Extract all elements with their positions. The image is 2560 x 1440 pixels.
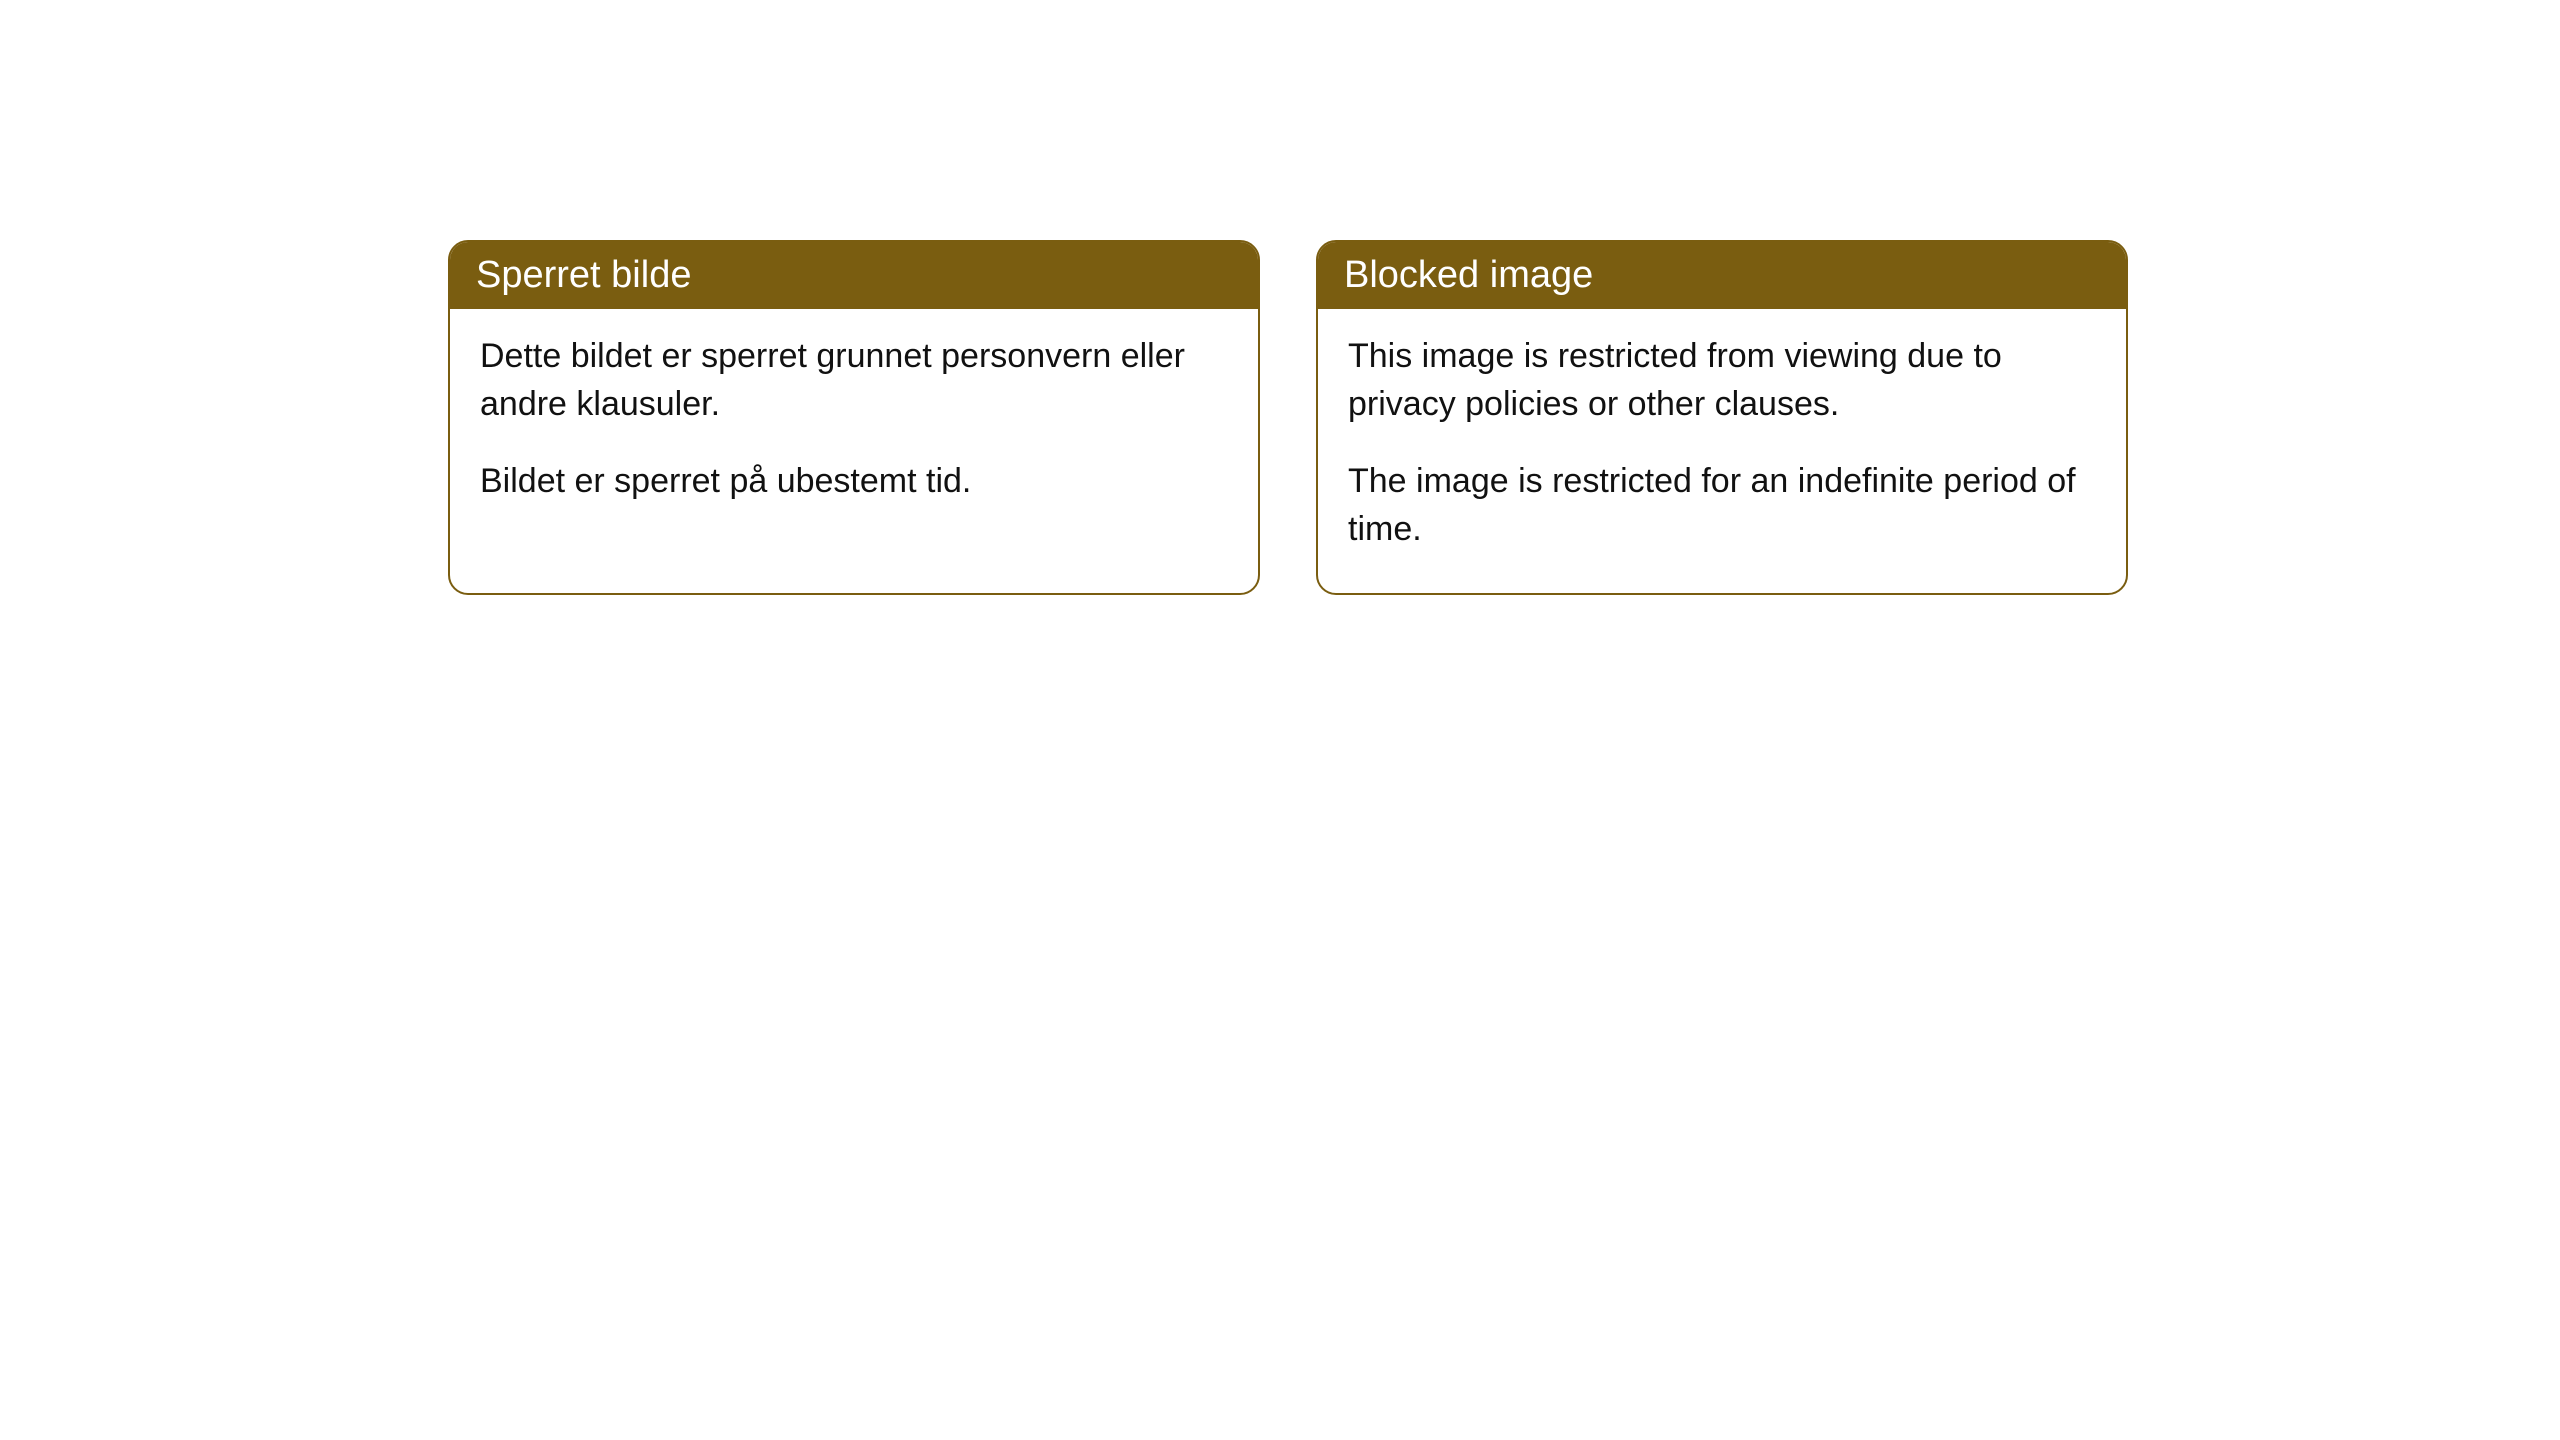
notice-card-norwegian: Sperret bilde Dette bildet er sperret gr… bbox=[448, 240, 1260, 595]
card-body: Dette bildet er sperret grunnet personve… bbox=[450, 309, 1258, 546]
notice-cards-container: Sperret bilde Dette bildet er sperret gr… bbox=[448, 240, 2560, 595]
notice-card-english: Blocked image This image is restricted f… bbox=[1316, 240, 2128, 595]
card-paragraph-2: The image is restricted for an indefinit… bbox=[1348, 458, 2096, 553]
card-body: This image is restricted from viewing du… bbox=[1318, 309, 2126, 593]
card-title: Sperret bilde bbox=[476, 254, 691, 296]
card-title: Blocked image bbox=[1344, 254, 1593, 296]
card-paragraph-1: Dette bildet er sperret grunnet personve… bbox=[480, 333, 1228, 428]
card-paragraph-1: This image is restricted from viewing du… bbox=[1348, 333, 2096, 428]
card-header: Sperret bilde bbox=[450, 242, 1258, 309]
card-paragraph-2: Bildet er sperret på ubestemt tid. bbox=[480, 458, 1228, 506]
card-header: Blocked image bbox=[1318, 242, 2126, 309]
